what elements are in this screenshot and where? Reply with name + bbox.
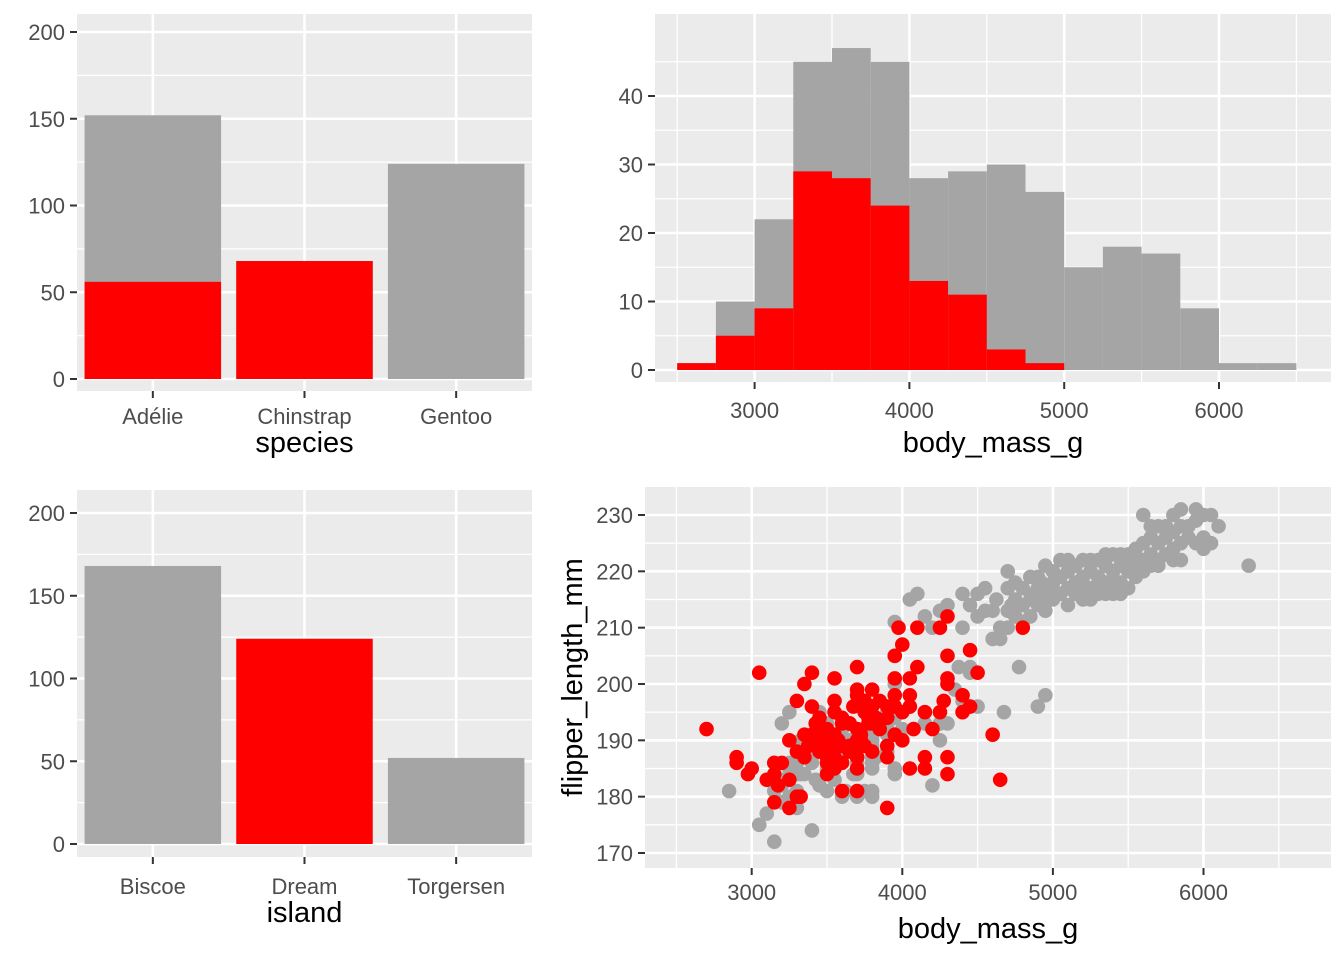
- species-bar-chart: 0 50 100 150 200 Adélie Chinstrap Gentoo species: [28, 14, 532, 459]
- svg-text:5000: 5000: [1028, 880, 1077, 905]
- svg-text:0: 0: [53, 832, 65, 857]
- svg-text:body_mass_g: body_mass_g: [898, 913, 1079, 945]
- svg-text:50: 50: [41, 749, 65, 774]
- svg-text:6000: 6000: [1179, 880, 1228, 905]
- svg-text:200: 200: [596, 672, 633, 697]
- svg-text:6000: 6000: [1195, 398, 1244, 423]
- svg-text:species: species: [255, 427, 353, 459]
- svg-text:170: 170: [596, 841, 633, 866]
- svg-text:4000: 4000: [878, 880, 927, 905]
- svg-text:220: 220: [596, 559, 633, 584]
- svg-text:20: 20: [619, 221, 643, 246]
- svg-text:Adélie: Adélie: [122, 404, 183, 429]
- svg-text:100: 100: [28, 667, 65, 692]
- svg-text:island: island: [267, 897, 343, 929]
- svg-text:body_mass_g: body_mass_g: [903, 427, 1084, 459]
- svg-text:180: 180: [596, 785, 633, 810]
- island-bar-chart-cell: 0 50 100 150 200 Biscoe Dream Torgersen island: [0, 462, 560, 960]
- svg-text:3000: 3000: [727, 880, 776, 905]
- svg-text:100: 100: [28, 194, 65, 219]
- svg-text:3000: 3000: [730, 398, 779, 423]
- svg-text:0: 0: [631, 358, 643, 383]
- svg-text:flipper_length_mm: flipper_length_mm: [560, 558, 589, 797]
- svg-text:Dream: Dream: [271, 874, 337, 899]
- svg-text:190: 190: [596, 728, 633, 753]
- svg-text:10: 10: [619, 290, 643, 315]
- svg-text:4000: 4000: [885, 398, 934, 423]
- svg-text:30: 30: [619, 153, 643, 178]
- body-mass-histogram: 0 10 20 30 40 3000 4000 5000 6000 body_mass_g: [619, 14, 1331, 459]
- svg-text:0: 0: [53, 367, 65, 392]
- svg-text:200: 200: [28, 20, 65, 45]
- svg-text:Biscoe: Biscoe: [120, 874, 186, 899]
- svg-text:150: 150: [28, 107, 65, 132]
- svg-text:200: 200: [28, 501, 65, 526]
- svg-text:Chinstrap: Chinstrap: [257, 404, 351, 429]
- svg-text:Torgersen: Torgersen: [407, 874, 505, 899]
- island-bar-chart: 0 50 100 150 200 Biscoe Dream Torgersen island: [28, 490, 532, 929]
- body-mass-histogram-cell: 0 10 20 30 40 3000 4000 5000 6000 body_mass_g: [560, 0, 1344, 462]
- flipper-vs-mass-scatter-cell: 170 180 190 200 210 220 230 3000 4000 5000 6000 bod…: [560, 462, 1344, 960]
- svg-text:Gentoo: Gentoo: [420, 404, 492, 429]
- species-bar-chart-cell: 0 50 100 150 200 Adélie Chinstrap Gentoo species: [0, 0, 560, 462]
- svg-text:150: 150: [28, 584, 65, 609]
- flipper-vs-mass-scatter: 170 180 190 200 210 220 230 3000 4000 5000 6000 bod…: [560, 487, 1331, 945]
- svg-text:40: 40: [619, 84, 643, 109]
- svg-text:5000: 5000: [1040, 398, 1089, 423]
- svg-text:210: 210: [596, 616, 633, 641]
- svg-text:50: 50: [41, 280, 65, 305]
- svg-text:230: 230: [596, 503, 633, 528]
